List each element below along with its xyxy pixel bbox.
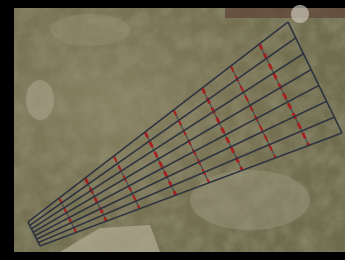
clearing — [50, 14, 130, 46]
rooftop — [225, 8, 345, 18]
aerial-view — [0, 0, 345, 260]
structure — [291, 5, 309, 23]
clearing — [26, 80, 54, 120]
page: (() => { const svg = document.getElement… — [0, 0, 345, 260]
